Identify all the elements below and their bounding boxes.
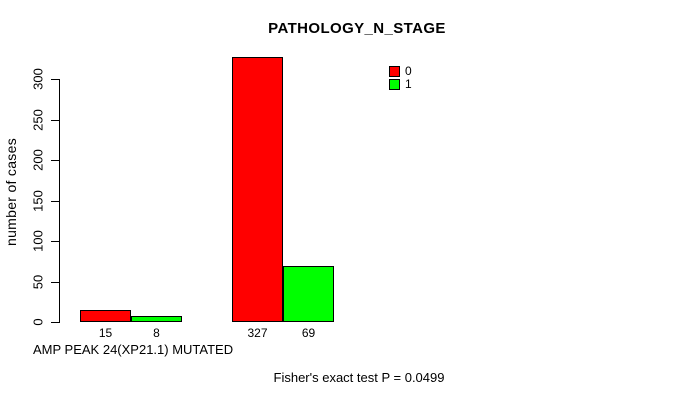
y-axis-tick — [51, 120, 59, 121]
y-axis-tick-label: 200 — [30, 149, 46, 171]
y-axis-tick-label: 0 — [30, 318, 46, 326]
legend-label: 0 — [405, 64, 412, 78]
y-axis-tick — [51, 160, 59, 161]
bar-value-label: 69 — [301, 326, 316, 340]
legend-swatch — [389, 66, 400, 77]
y-axis-tick-label: 100 — [30, 230, 46, 252]
bar — [131, 316, 182, 322]
x-axis-title: AMP PEAK 24(XP21.1) MUTATED — [33, 342, 234, 357]
annotation-text: Fisher's exact test P = 0.0499 — [273, 370, 445, 385]
bar — [232, 57, 283, 322]
y-axis-tick — [51, 201, 59, 202]
y-axis-tick — [51, 79, 59, 80]
y-axis-title: number of cases — [3, 138, 19, 246]
legend-item: 0 — [389, 65, 412, 78]
chart-title: PATHOLOGY_N_STAGE — [268, 20, 446, 37]
y-axis-tick-label: 250 — [30, 109, 46, 131]
bar — [283, 266, 334, 322]
bar — [80, 310, 131, 322]
y-axis-tick-label: 50 — [30, 274, 46, 290]
legend-label: 1 — [405, 77, 412, 91]
y-axis-line — [59, 79, 60, 323]
y-axis-tick — [51, 322, 59, 323]
bar-value-label: 327 — [247, 326, 268, 340]
y-axis-tick — [51, 241, 59, 242]
legend-item: 1 — [389, 78, 412, 91]
bar-value-label: 8 — [153, 326, 160, 340]
y-axis-tick — [51, 282, 59, 283]
bar-value-label: 15 — [98, 326, 113, 340]
legend-swatch — [389, 79, 400, 90]
y-axis-tick-label: 150 — [30, 190, 46, 212]
y-axis-tick-label: 300 — [30, 68, 46, 90]
